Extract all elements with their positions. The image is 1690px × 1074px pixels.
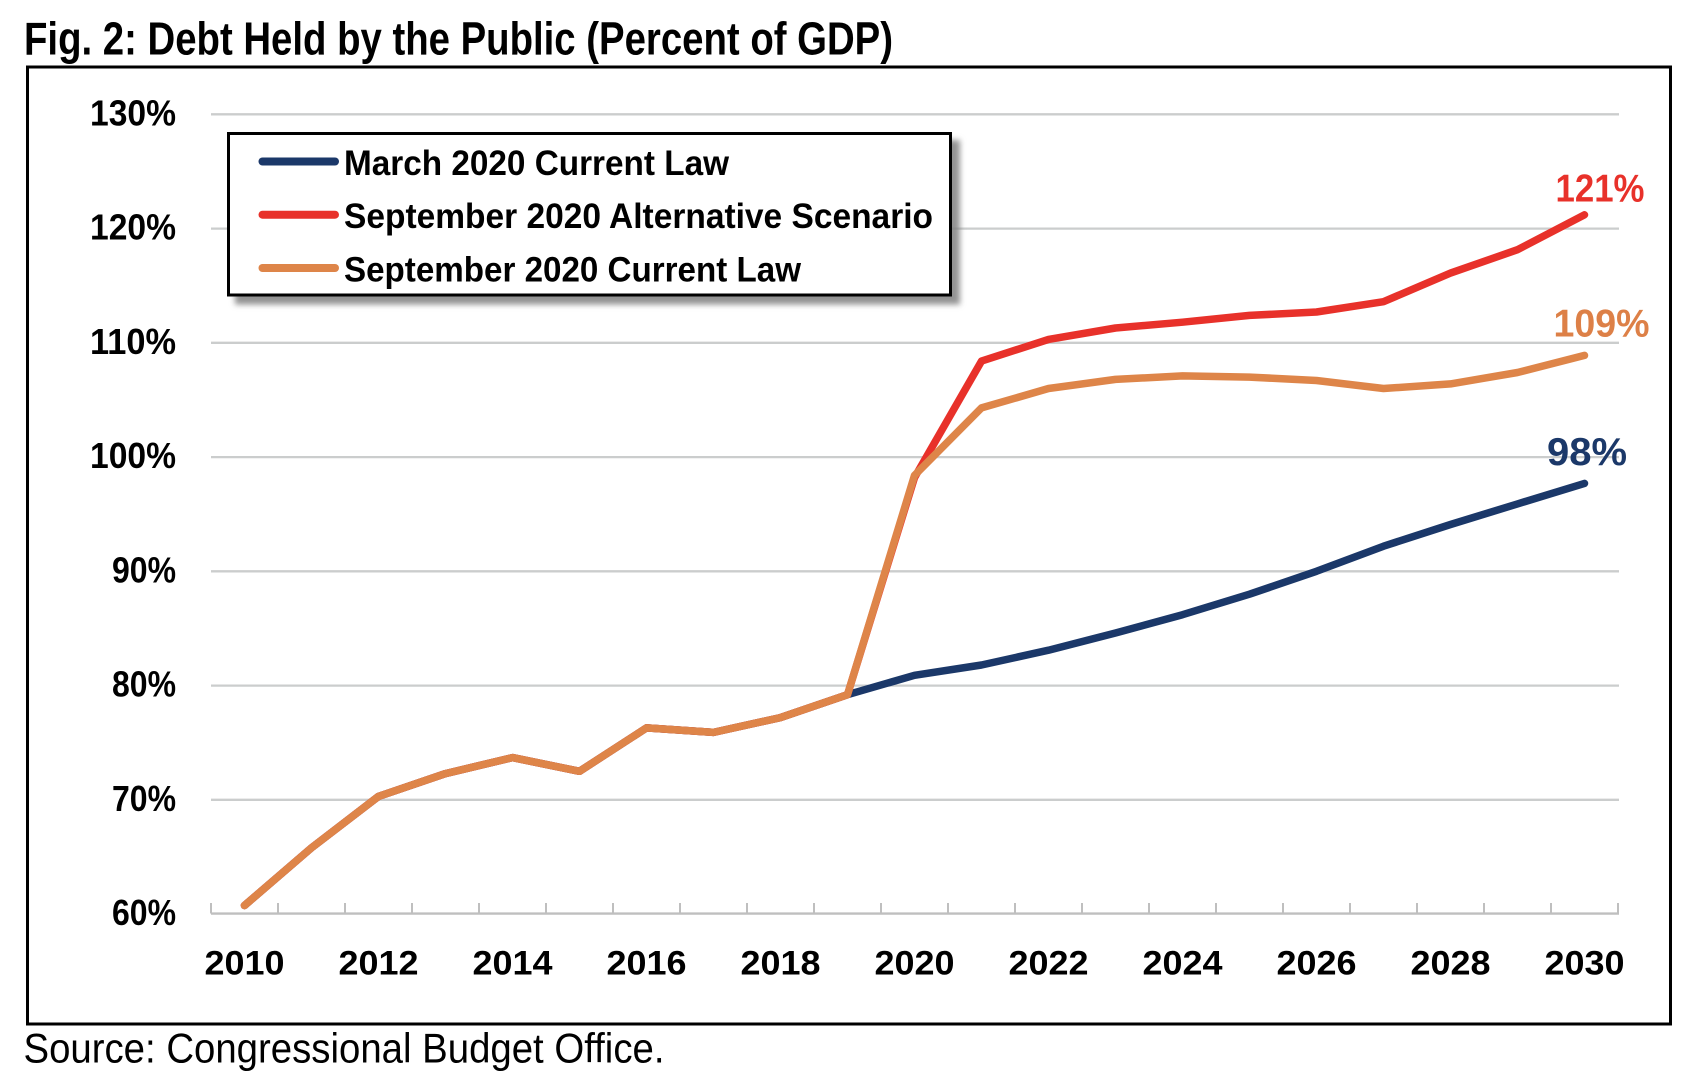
svg-text:60%: 60% xyxy=(112,892,176,933)
svg-text:2022: 2022 xyxy=(1009,945,1089,983)
svg-text:90%: 90% xyxy=(112,549,176,590)
svg-text:109%: 109% xyxy=(1554,303,1650,346)
svg-text:110%: 110% xyxy=(90,321,176,362)
svg-text:Fig. 2: Debt Held by the Publi: Fig. 2: Debt Held by the Public (Percent… xyxy=(24,13,893,65)
svg-text:80%: 80% xyxy=(112,664,176,705)
svg-text:2020: 2020 xyxy=(875,945,955,983)
svg-text:2016: 2016 xyxy=(607,945,687,983)
svg-text:2010: 2010 xyxy=(205,945,285,983)
svg-text:98%: 98% xyxy=(1547,431,1627,474)
svg-text:2024: 2024 xyxy=(1143,945,1223,983)
svg-text:2018: 2018 xyxy=(741,945,821,983)
svg-text:130%: 130% xyxy=(90,92,176,133)
svg-text:September 2020 Current Law: September 2020 Current Law xyxy=(344,251,802,290)
svg-text:March 2020 Current Law: March 2020 Current Law xyxy=(344,144,730,183)
svg-text:120%: 120% xyxy=(90,207,176,248)
svg-text:121%: 121% xyxy=(1556,167,1645,210)
svg-text:September 2020 Alternative Sce: September 2020 Alternative Scenario xyxy=(344,197,933,236)
svg-text:2012: 2012 xyxy=(339,945,419,983)
svg-text:2026: 2026 xyxy=(1277,945,1357,983)
svg-text:70%: 70% xyxy=(112,778,176,819)
svg-text:2028: 2028 xyxy=(1411,945,1491,983)
svg-text:Source: Congressional Budget O: Source: Congressional Budget Office. xyxy=(24,1025,665,1072)
svg-text:2030: 2030 xyxy=(1545,945,1625,983)
svg-text:100%: 100% xyxy=(90,435,176,476)
svg-text:2014: 2014 xyxy=(473,945,553,983)
